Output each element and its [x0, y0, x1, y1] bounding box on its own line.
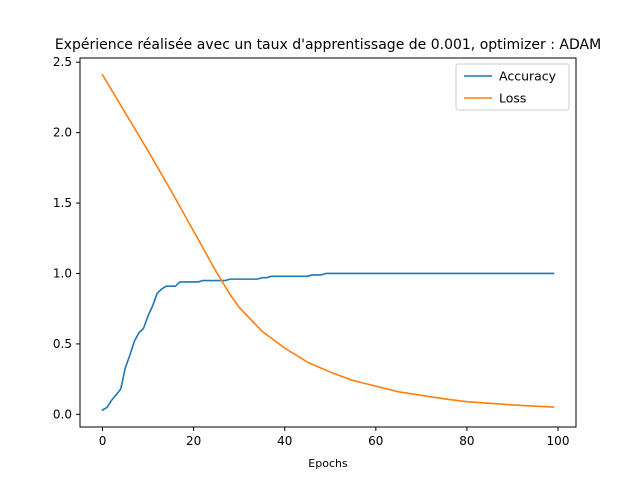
series-layer [101, 73, 555, 412]
axes-layer: 0 20 40 60 80 100 0.0 0.5 1.0 1.5 2.0 2.5 [53, 55, 577, 448]
x-tick-label: 40 [277, 434, 292, 448]
legend-label-loss: Loss [499, 91, 526, 106]
y-tick-label: 1.0 [53, 266, 72, 280]
x-tick-label: 60 [368, 434, 383, 448]
y-tick-label: 0.0 [53, 407, 72, 421]
legend-label-accuracy: Accuracy [499, 69, 557, 84]
axes-frame [79, 57, 577, 428]
y-tick-label: 0.5 [53, 337, 72, 351]
x-tick-label: 20 [186, 434, 201, 448]
series-line-loss [101, 73, 555, 408]
x-axis-label: Epochs [308, 457, 348, 470]
x-tick-label: 100 [547, 434, 570, 448]
chart-title: Expérience réalisée avec un taux d'appre… [55, 37, 601, 53]
series-line-accuracy [101, 272, 555, 412]
y-tick-label: 2.5 [53, 55, 72, 69]
x-tick-label: 80 [459, 434, 474, 448]
y-tick-label: 1.5 [53, 196, 72, 210]
x-tick-label: 0 [99, 434, 107, 448]
legend: Accuracy Loss [455, 63, 570, 111]
y-tick-label: 2.0 [53, 126, 72, 140]
